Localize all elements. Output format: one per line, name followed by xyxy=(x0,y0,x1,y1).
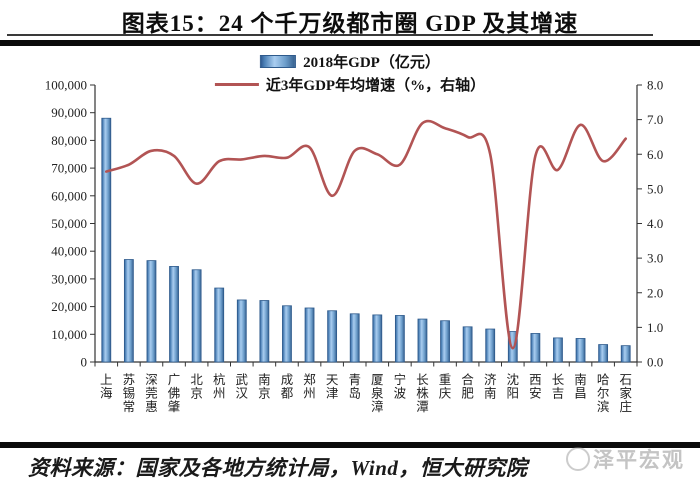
gdp-bar xyxy=(530,333,541,363)
gdp-bar xyxy=(259,300,270,363)
line-series-label: 近3年GDP年均增速（%，右轴） xyxy=(265,78,486,94)
y-left-tick-label: 70,000 xyxy=(51,161,87,176)
footer-rule xyxy=(0,442,700,448)
x-category-label: 青岛 xyxy=(348,373,361,401)
y-right-tick-label: 6.0 xyxy=(647,147,663,162)
y-left-tick-label: 10,000 xyxy=(51,327,87,342)
x-category-label: 宁波 xyxy=(394,372,407,401)
growth-line xyxy=(104,119,628,350)
gdp-bar xyxy=(440,320,450,363)
y-left-tick-label: 60,000 xyxy=(51,188,87,203)
legend: 2018年GDP（亿元） 近3年GDP年均增速（%，右轴） xyxy=(214,51,486,95)
x-category-label: 长株潭 xyxy=(416,373,429,414)
bar-series-swatch xyxy=(260,55,297,68)
gdp-bar xyxy=(191,269,202,363)
y-left-tick-label: 30,000 xyxy=(51,271,87,286)
x-category-label: 北京 xyxy=(190,373,203,401)
y-right-tick-label: 2.0 xyxy=(647,285,663,300)
x-category-label: 石家庄 xyxy=(619,373,632,414)
y-left-tick-label: 40,000 xyxy=(51,244,87,259)
x-category-label: 西安 xyxy=(529,373,542,401)
x-category-label: 杭州 xyxy=(213,372,226,401)
gdp-bar xyxy=(236,299,247,363)
x-category-label: 苏锡常 xyxy=(123,372,136,414)
gdp-bar xyxy=(394,315,405,363)
gdp-bar xyxy=(372,314,383,363)
source-note: 资料来源：国家及各地方统计局，Wind，恒大研究院 xyxy=(28,456,528,480)
gdp-bar xyxy=(598,344,609,363)
gdp-bar xyxy=(327,310,338,363)
gdp-bar xyxy=(485,328,496,363)
gdp-bar xyxy=(462,326,473,363)
y-right-tick-label: 5.0 xyxy=(647,181,663,196)
x-category-label: 成都 xyxy=(281,373,294,401)
y-right-tick-label: 0.0 xyxy=(647,355,663,370)
y-left-tick-label: 0 xyxy=(81,355,88,370)
x-category-label: 南京 xyxy=(258,372,271,401)
y-left-tick-label: 80,000 xyxy=(51,133,87,148)
gdp-bar xyxy=(282,305,292,363)
y-left-tick-label: 50,000 xyxy=(51,216,87,231)
x-category-label: 郑州 xyxy=(303,372,316,401)
gdp-bar xyxy=(123,259,134,363)
x-category-label: 哈尔滨 xyxy=(597,373,610,414)
legend-entry-gdp: 2018年GDP（亿元） xyxy=(260,51,440,72)
gdp-bar xyxy=(146,260,157,363)
y-left-tick-label: 90,000 xyxy=(51,105,87,120)
bar-series-label: 2018年GDP（亿元） xyxy=(303,55,440,71)
y-right-tick-label: 4.0 xyxy=(647,216,663,231)
gdp-bar xyxy=(507,331,518,363)
gdp-bar xyxy=(575,338,586,363)
x-category-label: 广佛肇 xyxy=(168,373,181,414)
x-category-label: 上海 xyxy=(100,373,113,401)
x-category-label: 深莞惠 xyxy=(145,373,158,414)
line-series-swatch xyxy=(214,83,259,86)
legend-entry-growth: 近3年GDP年均增速（%，右轴） xyxy=(214,74,486,95)
gdp-bar xyxy=(101,117,112,363)
x-category-label: 济南 xyxy=(484,372,497,401)
x-category-label: 重庆 xyxy=(439,372,452,401)
y-left-tick-label: 20,000 xyxy=(51,299,87,314)
y-right-tick-label: 3.0 xyxy=(647,251,663,266)
gdp-bar xyxy=(349,313,360,363)
x-category-label: 武汉 xyxy=(236,373,249,401)
x-category-label: 天津 xyxy=(326,373,339,401)
y-right-tick-label: 1.0 xyxy=(647,320,663,335)
x-category-label: 合肥 xyxy=(461,372,474,401)
y-left-tick-label: 100,000 xyxy=(45,78,87,93)
gdp-bar xyxy=(169,266,179,363)
gdp-bar xyxy=(553,337,563,363)
gdp-bar xyxy=(304,307,315,363)
chart-title: 图表15：24 个千万级都市圈 GDP 及其增速 xyxy=(121,11,579,36)
x-category-label: 长吉 xyxy=(552,373,565,401)
title-underline xyxy=(7,34,653,36)
gdp-bar xyxy=(620,345,631,363)
x-category-label: 厦泉漳 xyxy=(371,373,384,414)
top-rule xyxy=(0,40,700,46)
y-right-tick-label: 7.0 xyxy=(647,112,663,127)
gdp-bar xyxy=(214,287,225,363)
y-right-tick-label: 8.0 xyxy=(647,78,663,93)
x-category-label: 南昌 xyxy=(574,372,587,401)
x-category-label: 沈阳 xyxy=(507,372,520,401)
gdp-bar xyxy=(417,318,428,363)
